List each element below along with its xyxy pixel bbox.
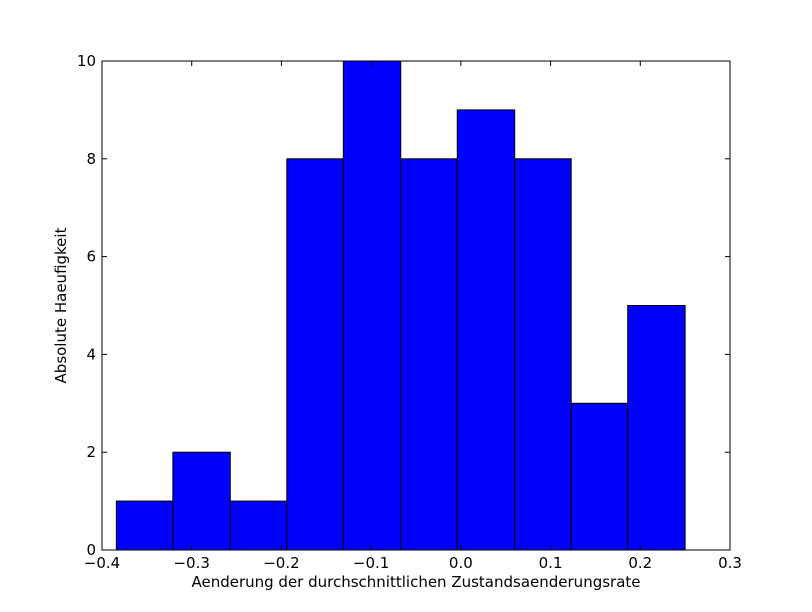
y-axis-label: Absolute Haeufigkeit — [52, 227, 70, 383]
y-tick-label: 0 — [86, 541, 96, 559]
plot-frame — [101, 60, 731, 551]
x-tick-label: −0.1 — [353, 554, 389, 572]
histogram-bar — [286, 158, 344, 551]
histogram-bar — [229, 500, 288, 551]
x-axis-ticks: −0.4 −0.3 −0.2 −0.1 0.0 0.1 0.2 0.3 — [84, 61, 742, 572]
histogram-bar — [342, 60, 402, 551]
histogram-bar — [400, 158, 458, 551]
bars-group — [115, 60, 686, 551]
y-axis-ticks: 0 2 4 6 8 10 — [77, 52, 730, 559]
x-tick-label: 0.1 — [539, 554, 563, 572]
x-tick-label: 0.3 — [718, 554, 742, 572]
x-tick-label: 0.0 — [449, 554, 473, 572]
histogram-bar — [627, 305, 686, 551]
x-tick-label: −0.2 — [263, 554, 299, 572]
histogram-bar — [172, 451, 231, 551]
y-tick-label: 10 — [77, 52, 96, 70]
histogram-bar — [115, 500, 174, 551]
y-tick-label: 4 — [86, 345, 96, 363]
x-tick-label: 0.2 — [628, 554, 652, 572]
histogram-bar — [570, 402, 629, 551]
x-tick-label: −0.3 — [173, 554, 209, 572]
y-tick-label: 6 — [86, 248, 96, 266]
x-axis-label: Aenderung der durchschnittlichen Zustand… — [191, 573, 640, 591]
histogram-bar — [456, 109, 516, 551]
histogram-bar — [514, 158, 572, 551]
x-tick-label: −0.4 — [84, 554, 120, 572]
y-tick-label: 8 — [86, 150, 96, 168]
y-tick-label: 2 — [86, 443, 96, 461]
